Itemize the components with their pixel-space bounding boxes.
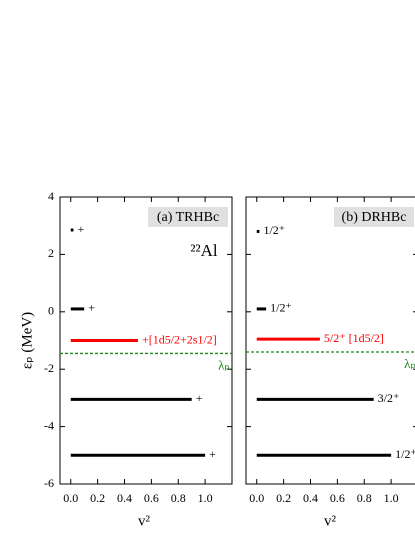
level-label: 5/2⁺ [1d5/2] <box>324 331 384 345</box>
panel-title: (b) DRHBc <box>342 210 407 225</box>
x-tick-label: 0.8 <box>357 491 372 505</box>
level-label: + <box>88 301 95 315</box>
title-box <box>148 207 228 227</box>
y-tick-label: 4 <box>48 189 54 203</box>
x-tick-label: 0.2 <box>276 491 291 505</box>
y-tick-label: 0 <box>48 304 54 318</box>
title-box <box>334 207 414 227</box>
y-tick-label: -6 <box>44 476 54 490</box>
x-tick-label: 0.4 <box>117 491 132 505</box>
y-tick-label: -4 <box>44 418 54 432</box>
plot-frame <box>59 196 233 485</box>
panel-title: (a) TRHBc <box>157 210 219 225</box>
level-label: + <box>209 447 216 461</box>
y-tick-label: -2 <box>44 361 54 375</box>
x-tick-label: 0.2 <box>90 491 105 505</box>
y-axis-label: εₚ (MeV) <box>19 312 35 369</box>
level-label: + <box>196 391 203 405</box>
x-axis-label: v² <box>324 513 337 529</box>
annotation: ²²Al <box>190 241 217 260</box>
y-tick-label: 2 <box>48 246 54 260</box>
level-label: 3/2⁺ <box>378 391 400 405</box>
x-tick-label: 0.0 <box>249 491 264 505</box>
level-label: 1/2⁺ <box>263 223 285 237</box>
x-axis-label: v² <box>138 513 151 529</box>
x-tick-label: 0.8 <box>171 491 186 505</box>
level-label: +[1d5/2+2s1/2] <box>142 332 217 346</box>
x-tick-label: 0.6 <box>144 491 159 505</box>
x-tick-label: 1.0 <box>198 491 213 505</box>
level-label: + <box>77 222 84 236</box>
x-tick-label: 0.6 <box>330 491 345 505</box>
level-label: 1/2⁺ <box>270 301 292 315</box>
plot-frame <box>245 196 415 485</box>
fermi-label: λₚ <box>218 357 230 372</box>
x-tick-label: 1.0 <box>384 491 399 505</box>
fermi-label: λₚ <box>404 356 415 371</box>
level-label: 1/2⁺ <box>395 447 415 461</box>
x-tick-label: 0.4 <box>303 491 318 505</box>
x-tick-label: 0.0 <box>63 491 78 505</box>
